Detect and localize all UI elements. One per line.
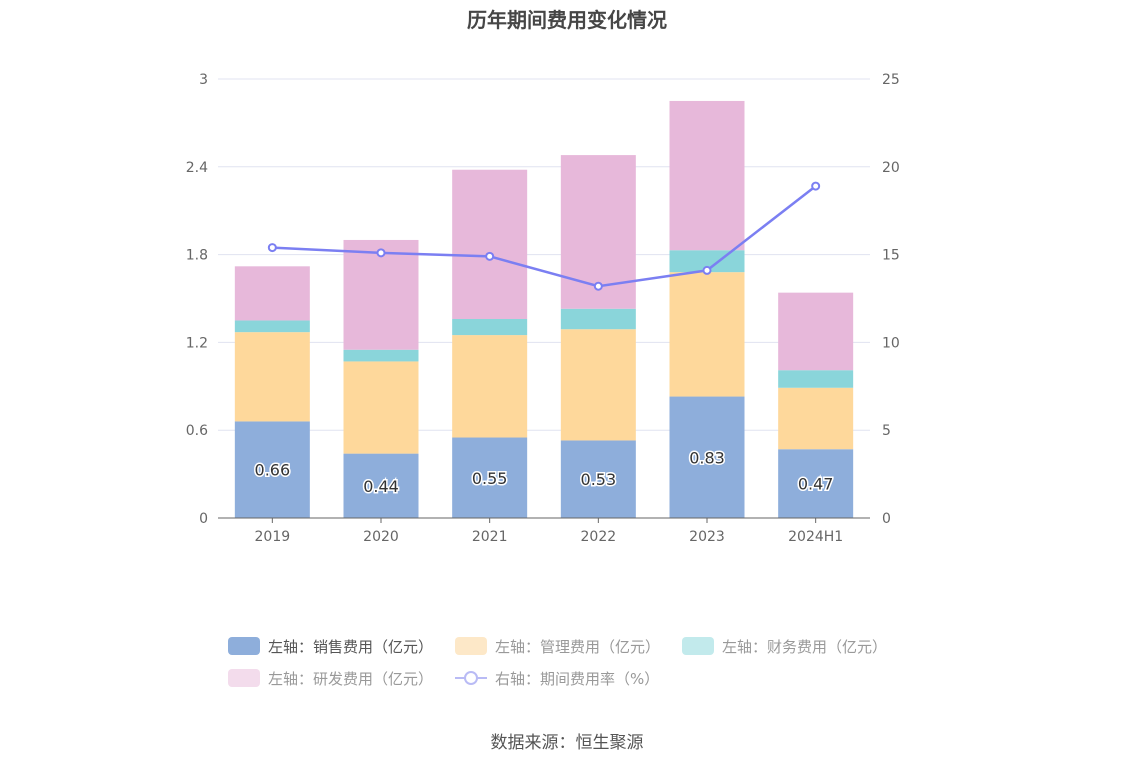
y-right-tick-label: 25 bbox=[882, 72, 900, 88]
y-right-tick-label: 10 bbox=[882, 335, 900, 351]
bar-segment[interactable] bbox=[452, 318, 528, 336]
legend-label-rate: 右轴：期间费用率（%） bbox=[495, 669, 660, 688]
bar-segment[interactable] bbox=[778, 449, 854, 518]
y-right-tick-label: 0 bbox=[882, 511, 891, 527]
bar-segment[interactable] bbox=[343, 239, 419, 350]
y-left-tick-label: 3 bbox=[199, 72, 208, 88]
x-tick-label: 2023 bbox=[689, 529, 725, 545]
data-source: 数据来源：恒生聚源 bbox=[490, 733, 644, 753]
bar-segment[interactable] bbox=[452, 335, 528, 438]
legend-label-finance: 左轴：财务费用（亿元） bbox=[722, 637, 888, 656]
y-left-tick-label: 2.4 bbox=[186, 160, 208, 176]
bar-segment[interactable] bbox=[669, 272, 745, 397]
legend-item-admin[interactable]: 左轴：管理费用（亿元） bbox=[455, 636, 660, 657]
bar-segment[interactable] bbox=[669, 100, 745, 251]
bar-value-label: 0.53 bbox=[581, 470, 617, 489]
bar-segment[interactable] bbox=[778, 370, 854, 388]
bar-segment[interactable] bbox=[778, 387, 854, 450]
x-tick-label: 2022 bbox=[581, 529, 617, 545]
bar-segment[interactable] bbox=[452, 437, 528, 518]
legend-item-sales[interactable]: 左轴：销售费用（亿元） bbox=[228, 636, 433, 657]
legend-label-admin: 左轴：管理费用（亿元） bbox=[495, 637, 661, 656]
rate-point[interactable] bbox=[702, 265, 712, 275]
x-tick-label: 2024H1 bbox=[788, 529, 843, 545]
rate-point[interactable] bbox=[811, 181, 821, 191]
bar-segment[interactable] bbox=[234, 332, 310, 422]
legend-swatch-rate bbox=[455, 669, 488, 687]
chart-title: 历年期间费用变化情况 bbox=[467, 8, 667, 32]
bar-segment[interactable] bbox=[669, 396, 745, 518]
legend-swatch-admin bbox=[455, 637, 488, 655]
bar-value-label: 0.66 bbox=[255, 461, 291, 480]
bar-segment[interactable] bbox=[452, 169, 528, 319]
bar-value-label: 0.47 bbox=[798, 475, 834, 494]
x-tick-label: 2021 bbox=[472, 529, 508, 545]
bar-segment[interactable] bbox=[560, 329, 636, 441]
y-left-tick-label: 1.8 bbox=[186, 248, 208, 264]
y-right-tick-label: 5 bbox=[882, 423, 891, 439]
bar-segment[interactable] bbox=[778, 292, 854, 371]
rate-point[interactable] bbox=[485, 251, 495, 261]
bar-segment[interactable] bbox=[560, 440, 636, 518]
bar-segment[interactable] bbox=[343, 361, 419, 454]
bar-value-label: 0.83 bbox=[689, 448, 725, 467]
y-left-tick-label: 1.2 bbox=[186, 335, 208, 351]
bar-value-label: 0.55 bbox=[472, 469, 508, 488]
rate-point[interactable] bbox=[376, 248, 386, 258]
legend-item-rnd[interactable]: 左轴：研发费用（亿元） bbox=[228, 668, 433, 689]
legend-swatch-finance bbox=[682, 637, 715, 655]
bar-value-label: 0.44 bbox=[363, 477, 399, 496]
bar-segment[interactable] bbox=[560, 308, 636, 330]
legend-label-sales: 左轴：销售费用（亿元） bbox=[268, 637, 434, 656]
rate-point[interactable] bbox=[593, 281, 603, 291]
bar-segment[interactable] bbox=[234, 421, 310, 518]
legend-swatch-sales bbox=[228, 637, 260, 655]
bar-segment[interactable] bbox=[234, 320, 310, 333]
bar-segment[interactable] bbox=[234, 266, 310, 321]
y-left-tick-label: 0 bbox=[199, 511, 208, 527]
bar-segment[interactable] bbox=[343, 453, 419, 518]
legend-item-rate[interactable]: 右轴：期间费用率（%） bbox=[455, 668, 659, 689]
legend-label-rnd: 左轴：研发费用（亿元） bbox=[268, 669, 434, 688]
y-right-tick-label: 20 bbox=[882, 160, 900, 176]
rate-point[interactable] bbox=[267, 243, 277, 253]
rate-line bbox=[272, 185, 817, 288]
chart-legend: 左轴：销售费用（亿元） 左轴：管理费用（亿元） 左轴：财务费用（亿元） 左轴：研… bbox=[228, 630, 928, 694]
legend-item-finance[interactable]: 左轴：财务费用（亿元） bbox=[682, 636, 887, 657]
y-right-tick-label: 15 bbox=[882, 248, 900, 264]
legend-swatch-rnd bbox=[228, 669, 260, 687]
bar-segment[interactable] bbox=[343, 349, 419, 362]
x-tick-label: 2019 bbox=[255, 529, 291, 545]
x-tick-label: 2020 bbox=[363, 529, 399, 545]
y-left-tick-label: 0.6 bbox=[186, 423, 208, 439]
